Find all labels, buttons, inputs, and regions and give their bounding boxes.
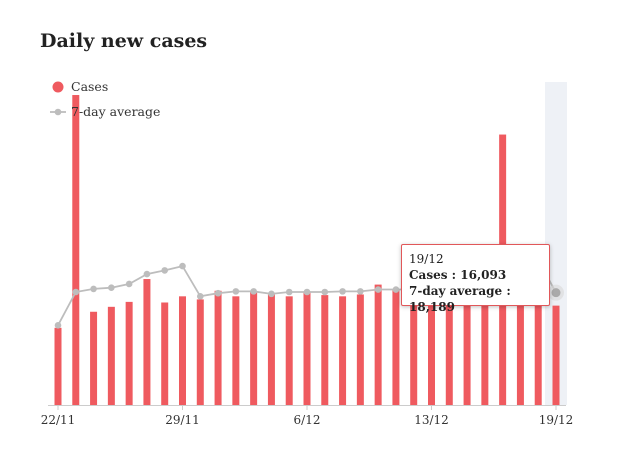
bar-cases[interactable] <box>428 288 435 405</box>
average-point[interactable] <box>321 288 329 296</box>
tooltip-cases-label: Cases <box>409 268 448 282</box>
bar-cases[interactable] <box>214 290 222 405</box>
bar-cases[interactable] <box>107 306 115 405</box>
chart-title: Daily new cases <box>40 30 208 52</box>
average-point[interactable] <box>285 288 293 296</box>
average-point[interactable] <box>250 288 257 295</box>
bar-cases[interactable] <box>90 311 98 405</box>
average-point[interactable] <box>551 288 561 298</box>
bar-cases[interactable] <box>161 302 169 405</box>
average-point[interactable] <box>374 286 382 293</box>
bar-cases[interactable] <box>481 291 489 405</box>
bar-cases[interactable] <box>179 296 186 405</box>
bar-cases[interactable] <box>143 279 151 405</box>
x-tick-label: 6/12 <box>294 413 321 427</box>
bar-cases[interactable] <box>72 95 80 405</box>
x-tick-label: 13/12 <box>414 413 449 427</box>
x-tick-label: 22/11 <box>41 413 76 427</box>
tooltip-cases-value: 16,093 <box>460 268 507 282</box>
tooltip-average-label: 7-day average <box>409 284 503 298</box>
tooltip-cases: Cases : 16,093 <box>409 268 507 282</box>
average-point[interactable] <box>72 288 80 296</box>
bar-cases[interactable] <box>463 289 471 405</box>
tooltip-average-value: 18,189 <box>409 300 455 314</box>
x-tick-label: 19/12 <box>539 413 574 427</box>
average-point[interactable] <box>54 322 62 329</box>
average-point[interactable] <box>125 280 133 288</box>
legend-cases-swatch <box>52 81 64 93</box>
average-point[interactable] <box>214 289 222 297</box>
average-point[interactable] <box>303 288 311 296</box>
bar-cases[interactable] <box>392 290 400 405</box>
average-point[interactable] <box>108 284 115 291</box>
bar-cases[interactable] <box>285 296 293 405</box>
bar-cases[interactable] <box>303 291 311 405</box>
tooltip-average: 7-day average : 18,189 <box>409 284 511 314</box>
bar-cases[interactable] <box>339 296 347 405</box>
average-point[interactable] <box>179 262 186 270</box>
average-point[interactable] <box>161 267 169 274</box>
bar-cases[interactable] <box>54 327 62 405</box>
average-point[interactable] <box>143 270 151 278</box>
bar-cases[interactable] <box>516 296 524 405</box>
average-point[interactable] <box>232 288 240 295</box>
bar-cases[interactable] <box>374 284 382 405</box>
bar-cases[interactable] <box>410 291 418 405</box>
bar-cases[interactable] <box>552 305 560 405</box>
legend-average-dot <box>54 108 62 116</box>
average-point[interactable] <box>357 288 364 295</box>
bar-cases[interactable] <box>321 295 329 405</box>
bar-cases[interactable] <box>356 294 364 405</box>
tooltip-date: 19/12 <box>409 252 444 266</box>
bar-cases[interactable] <box>125 301 133 405</box>
bar-cases[interactable] <box>445 293 453 405</box>
bar-cases[interactable] <box>196 299 204 405</box>
legend-cases-label: Cases <box>71 79 108 94</box>
bar-cases[interactable] <box>250 292 258 405</box>
legend-average-label: 7-day average <box>71 104 160 119</box>
legend: Cases 7-day average <box>50 79 160 119</box>
average-point[interactable] <box>196 293 204 300</box>
bar-cases[interactable] <box>232 296 240 405</box>
average-point[interactable] <box>339 288 346 295</box>
average-point[interactable] <box>268 290 275 298</box>
x-axis-ticks: 22/11 29/11 6/12 13/12 19/12 <box>41 405 574 427</box>
tooltip: 19/12 Cases : 16,093 7-day average : 18,… <box>401 244 550 314</box>
x-tick-label: 29/11 <box>165 413 200 427</box>
average-point[interactable] <box>90 285 97 293</box>
bar-cases[interactable] <box>534 290 542 405</box>
bar-cases[interactable] <box>267 294 275 405</box>
hover-highlight-column <box>545 82 567 405</box>
average-point[interactable] <box>392 286 400 293</box>
